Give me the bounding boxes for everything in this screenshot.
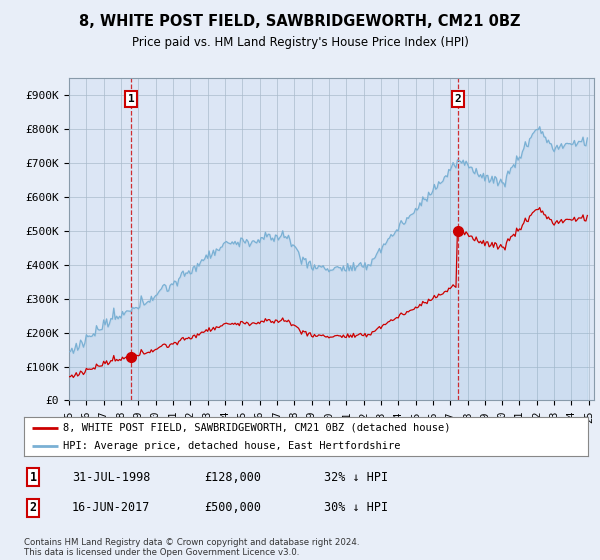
Text: HPI: Average price, detached house, East Hertfordshire: HPI: Average price, detached house, East… (64, 441, 401, 451)
Text: 8, WHITE POST FIELD, SAWBRIDGEWORTH, CM21 0BZ: 8, WHITE POST FIELD, SAWBRIDGEWORTH, CM2… (79, 14, 521, 29)
Text: 1: 1 (29, 470, 37, 484)
Text: 30% ↓ HPI: 30% ↓ HPI (324, 501, 388, 515)
Text: 16-JUN-2017: 16-JUN-2017 (72, 501, 151, 515)
Text: 2: 2 (29, 501, 37, 515)
Text: £500,000: £500,000 (204, 501, 261, 515)
Text: Price paid vs. HM Land Registry's House Price Index (HPI): Price paid vs. HM Land Registry's House … (131, 36, 469, 49)
Text: 1: 1 (128, 94, 134, 104)
Text: 8, WHITE POST FIELD, SAWBRIDGEWORTH, CM21 0BZ (detached house): 8, WHITE POST FIELD, SAWBRIDGEWORTH, CM2… (64, 423, 451, 433)
Text: £128,000: £128,000 (204, 470, 261, 484)
Text: 31-JUL-1998: 31-JUL-1998 (72, 470, 151, 484)
Text: 32% ↓ HPI: 32% ↓ HPI (324, 470, 388, 484)
Text: Contains HM Land Registry data © Crown copyright and database right 2024.
This d: Contains HM Land Registry data © Crown c… (24, 538, 359, 557)
Text: 2: 2 (455, 94, 461, 104)
